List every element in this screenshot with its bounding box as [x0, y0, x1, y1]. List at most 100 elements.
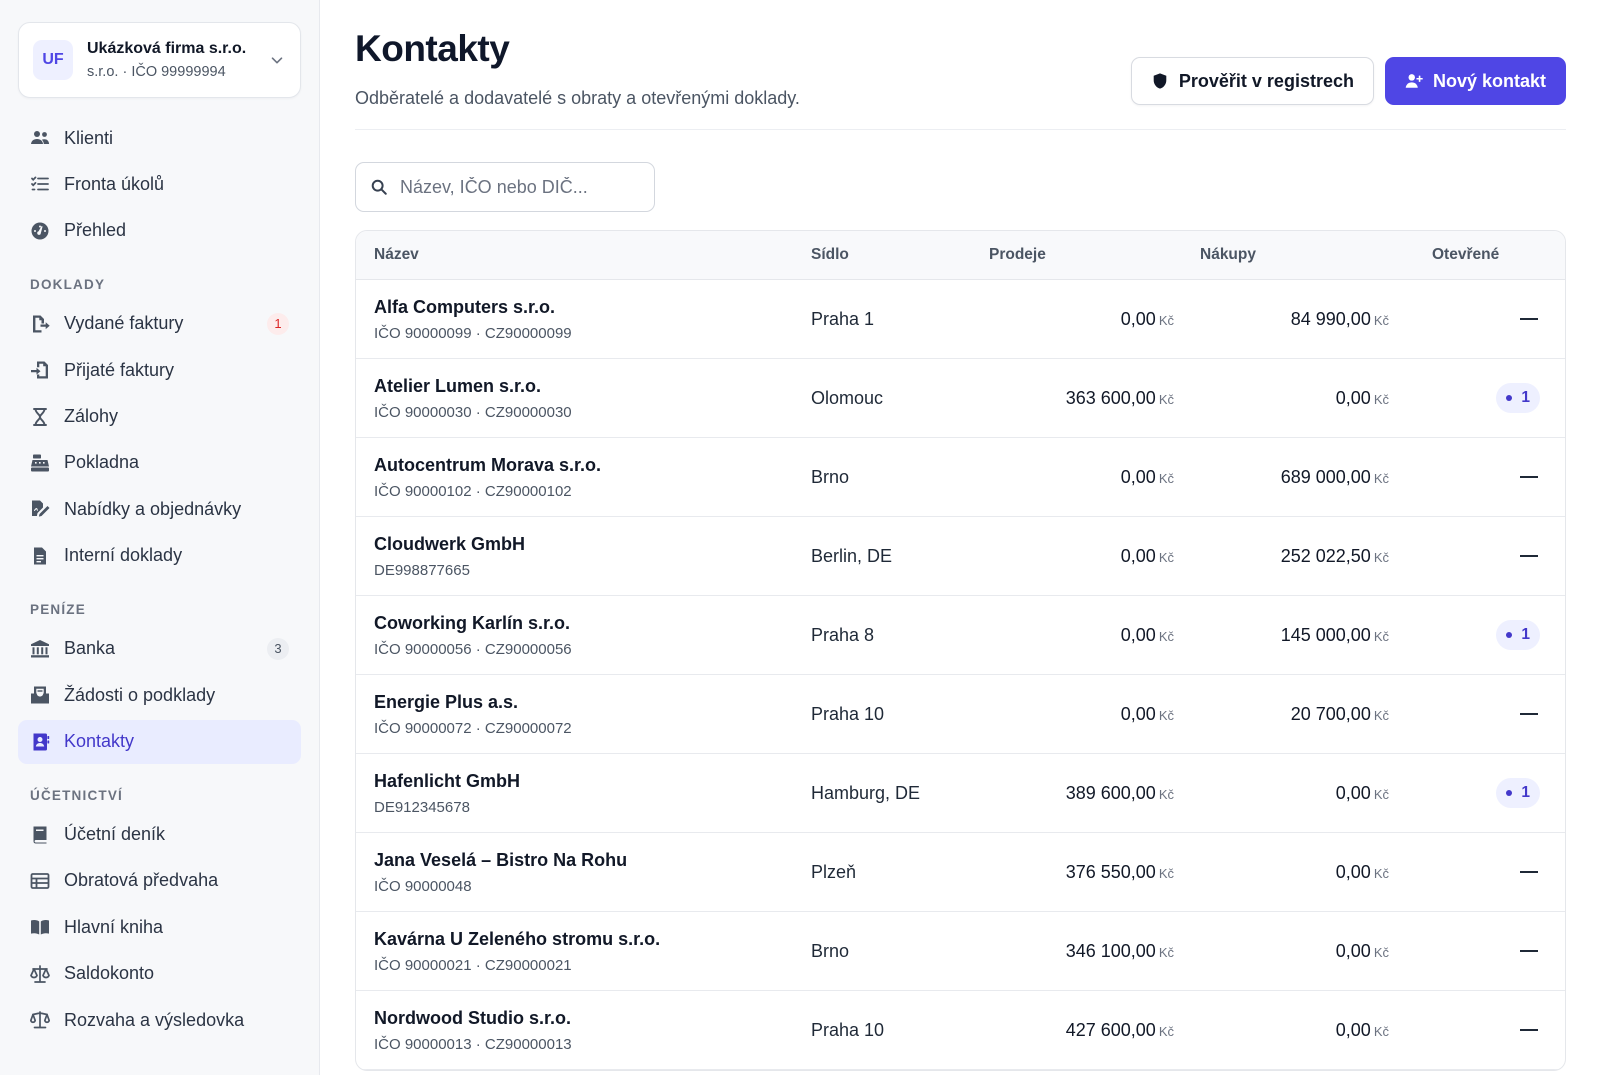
contact-purchases-cell: 252 022,50 Kč	[1183, 546, 1398, 567]
contact-city: Olomouc	[811, 387, 884, 408]
table-row[interactable]: Nordwood Studio s.r.o. IČO 90000013 · CZ9…	[356, 991, 1565, 1070]
invoice-in-icon	[30, 360, 50, 380]
contact-city: Berlin, DE	[811, 545, 893, 566]
sidebar-item-label: Klienti	[64, 127, 114, 148]
open-documents-badge[interactable]: 1	[1496, 778, 1540, 808]
currency-label: Kč	[1158, 312, 1174, 328]
currency-label: Kč	[1373, 707, 1389, 723]
users-icon	[30, 128, 50, 148]
contact-sales-cell: 0,00 Kč	[968, 309, 1183, 330]
contact-city: Hamburg, DE	[811, 782, 921, 803]
contact-name[interactable]: Alfa Computers s.r.o.	[374, 296, 556, 317]
open-documents-badge[interactable]: 1	[1496, 383, 1540, 413]
currency-label: Kč	[1373, 628, 1389, 644]
contact-sales: 0,00	[1120, 703, 1156, 724]
verify-registers-button[interactable]: Prověřit v registrech	[1130, 57, 1374, 105]
contact-name[interactable]: Jana Veselá – Bistro Na Rohu	[374, 849, 628, 870]
shield-icon	[1153, 73, 1167, 89]
org-text: Ukázková firma s.r.o. s.r.o. · IČO 99999…	[87, 40, 268, 80]
table-row[interactable]: Alfa Computers s.r.o. IČO 90000099 · CZ90…	[356, 280, 1565, 359]
empty-dash	[1520, 318, 1538, 320]
sidebar-item-label: Nabídky a objednávky	[64, 498, 242, 519]
sidebar-item-nav-sections-0-items-5[interactable]: Interní doklady	[18, 534, 301, 578]
sidebar-item-nav-sections-2-items-3[interactable]: Saldokonto	[18, 952, 301, 996]
sidebar-item-nav-sections-2-items-1[interactable]: Obratová předvaha	[18, 859, 301, 903]
contact-name[interactable]: Coworking Karlín s.r.o.	[374, 612, 571, 633]
sidebar-item-nav-sections-2-items-0[interactable]: Účetní deník	[18, 813, 301, 857]
contact-name[interactable]: Energie Plus a.s.	[374, 691, 519, 712]
table-row[interactable]: Hafenlicht GmbH DE912345678 Hamburg, DE 389…	[356, 754, 1565, 833]
table-header: Název Sídlo Prodeje Nákupy Otevřené	[356, 231, 1565, 280]
open-documents-badge[interactable]: 1	[1496, 620, 1540, 650]
dot-icon	[1506, 790, 1513, 796]
search-icon	[371, 179, 387, 195]
contact-name-cell: Jana Veselá – Bistro Na Rohu IČO 90000048	[356, 850, 793, 895]
contact-ids: DE912345678	[374, 798, 470, 816]
contact-purchases: 252 022,50	[1280, 545, 1371, 566]
sidebar-item-nav-sections-0-items-3[interactable]: Pokladna	[18, 441, 301, 485]
column-header-name[interactable]: Název	[374, 246, 419, 263]
contact-name-cell: Kavárna U Zeleného stromu s.r.o. IČO 9000…	[356, 929, 793, 974]
contact-name[interactable]: Atelier Lumen s.r.o.	[374, 375, 542, 396]
contact-name-cell: Alfa Computers s.r.o. IČO 90000099 · CZ90…	[356, 297, 793, 342]
contact-ids: IČO 90000099 · CZ90000099	[374, 324, 572, 342]
contact-open-cell: 1	[1398, 383, 1556, 413]
contact-name[interactable]: Kavárna U Zeleného stromu s.r.o.	[374, 928, 661, 949]
page-heading: Kontakty Odběratelé a dodavatelé s obrat…	[355, 28, 800, 129]
sidebar-item-nav-top-0[interactable]: Klienti	[18, 116, 301, 160]
contact-open-cell: 1	[1398, 778, 1556, 808]
contact-purchases-cell: 20 700,00 Kč	[1183, 704, 1398, 725]
contact-purchases: 20 700,00	[1290, 703, 1371, 724]
page-header: Kontakty Odběratelé a dodavatelé s obrat…	[355, 0, 1566, 130]
sidebar-item-nav-sections-0-items-0[interactable]: Vydané faktury 1	[18, 302, 301, 346]
sidebar-item-nav-sections-0-items-2[interactable]: Zálohy	[18, 395, 301, 439]
search-input[interactable]	[400, 176, 640, 198]
dot-icon	[1506, 632, 1513, 638]
sidebar-item-nav-sections-0-items-1[interactable]: Přijaté faktury	[18, 348, 301, 392]
column-header-purchases[interactable]: Nákupy	[1200, 246, 1256, 263]
hourglass-icon	[30, 407, 50, 427]
table-row[interactable]: Jana Veselá – Bistro Na Rohu IČO 90000048…	[356, 833, 1565, 912]
column-header-open[interactable]: Otevřené	[1432, 246, 1500, 263]
table-row[interactable]: Atelier Lumen s.r.o. IČO 90000030 · CZ900…	[356, 359, 1565, 438]
open-documents-count: 1	[1521, 389, 1530, 406]
contact-name[interactable]: Autocentrum Morava s.r.o.	[374, 454, 602, 475]
empty-dash	[1520, 1029, 1538, 1031]
contact-purchases: 0,00	[1335, 861, 1371, 882]
dot-icon	[1506, 395, 1513, 401]
sidebar-item-label: Vydané faktury	[64, 313, 184, 334]
contact-sales-cell: 0,00 Kč	[968, 546, 1183, 567]
contact-purchases: 0,00	[1335, 782, 1371, 803]
table-body: Alfa Computers s.r.o. IČO 90000099 · CZ90…	[356, 280, 1565, 1070]
task-list-icon	[30, 174, 50, 194]
sidebar-item-label: Interní doklady	[64, 545, 183, 566]
new-contact-button[interactable]: Nový kontakt	[1384, 57, 1566, 105]
address-book-icon	[30, 732, 50, 752]
contact-ids: IČO 90000072 · CZ90000072	[374, 719, 572, 737]
contact-purchases-cell: 145 000,00 Kč	[1183, 625, 1398, 646]
sidebar-item-nav-sections-2-items-4[interactable]: Rozvaha a výsledovka	[18, 998, 301, 1042]
table-row[interactable]: Coworking Karlín s.r.o. IČO 90000056 · CZ…	[356, 596, 1565, 675]
currency-label: Kč	[1158, 707, 1174, 723]
table-row[interactable]: Energie Plus a.s. IČO 90000072 · CZ900000…	[356, 675, 1565, 754]
table-row[interactable]: Kavárna U Zeleného stromu s.r.o. IČO 9000…	[356, 912, 1565, 991]
contact-city: Brno	[811, 466, 850, 487]
sidebar-item-nav-sections-2-items-2[interactable]: Hlavní kniha	[18, 905, 301, 949]
contact-name[interactable]: Hafenlicht GmbH	[374, 770, 521, 791]
table-row[interactable]: Autocentrum Morava s.r.o. IČO 90000102 · …	[356, 438, 1565, 517]
sidebar-item-nav-sections-1-items-2[interactable]: Kontakty	[18, 719, 301, 764]
sidebar-item-nav-top-1[interactable]: Fronta úkolů	[18, 162, 301, 206]
cash-register-icon	[30, 453, 50, 473]
org-switcher[interactable]: UF Ukázková firma s.r.o. s.r.o. · IČO 99…	[18, 22, 301, 98]
column-header-sales[interactable]: Prodeje	[989, 246, 1046, 263]
contact-name[interactable]: Cloudwerk GmbH	[374, 533, 526, 554]
table-row[interactable]: Cloudwerk GmbH DE998877665 Berlin, DE 0,00 K…	[356, 517, 1565, 596]
sidebar-item-nav-sections-1-items-1[interactable]: Žádosti o podklady	[18, 673, 301, 717]
currency-label: Kč	[1373, 786, 1389, 802]
sidebar-item-nav-top-2[interactable]: Přehled	[18, 209, 301, 253]
sidebar-item-nav-sections-0-items-4[interactable]: Nabídky a objednávky	[18, 487, 301, 531]
contact-name[interactable]: Nordwood Studio s.r.o.	[374, 1007, 571, 1028]
currency-label: Kč	[1158, 1023, 1174, 1039]
column-header-city[interactable]: Sídlo	[811, 246, 849, 263]
sidebar-item-nav-sections-1-items-0[interactable]: Banka 3	[18, 627, 301, 671]
